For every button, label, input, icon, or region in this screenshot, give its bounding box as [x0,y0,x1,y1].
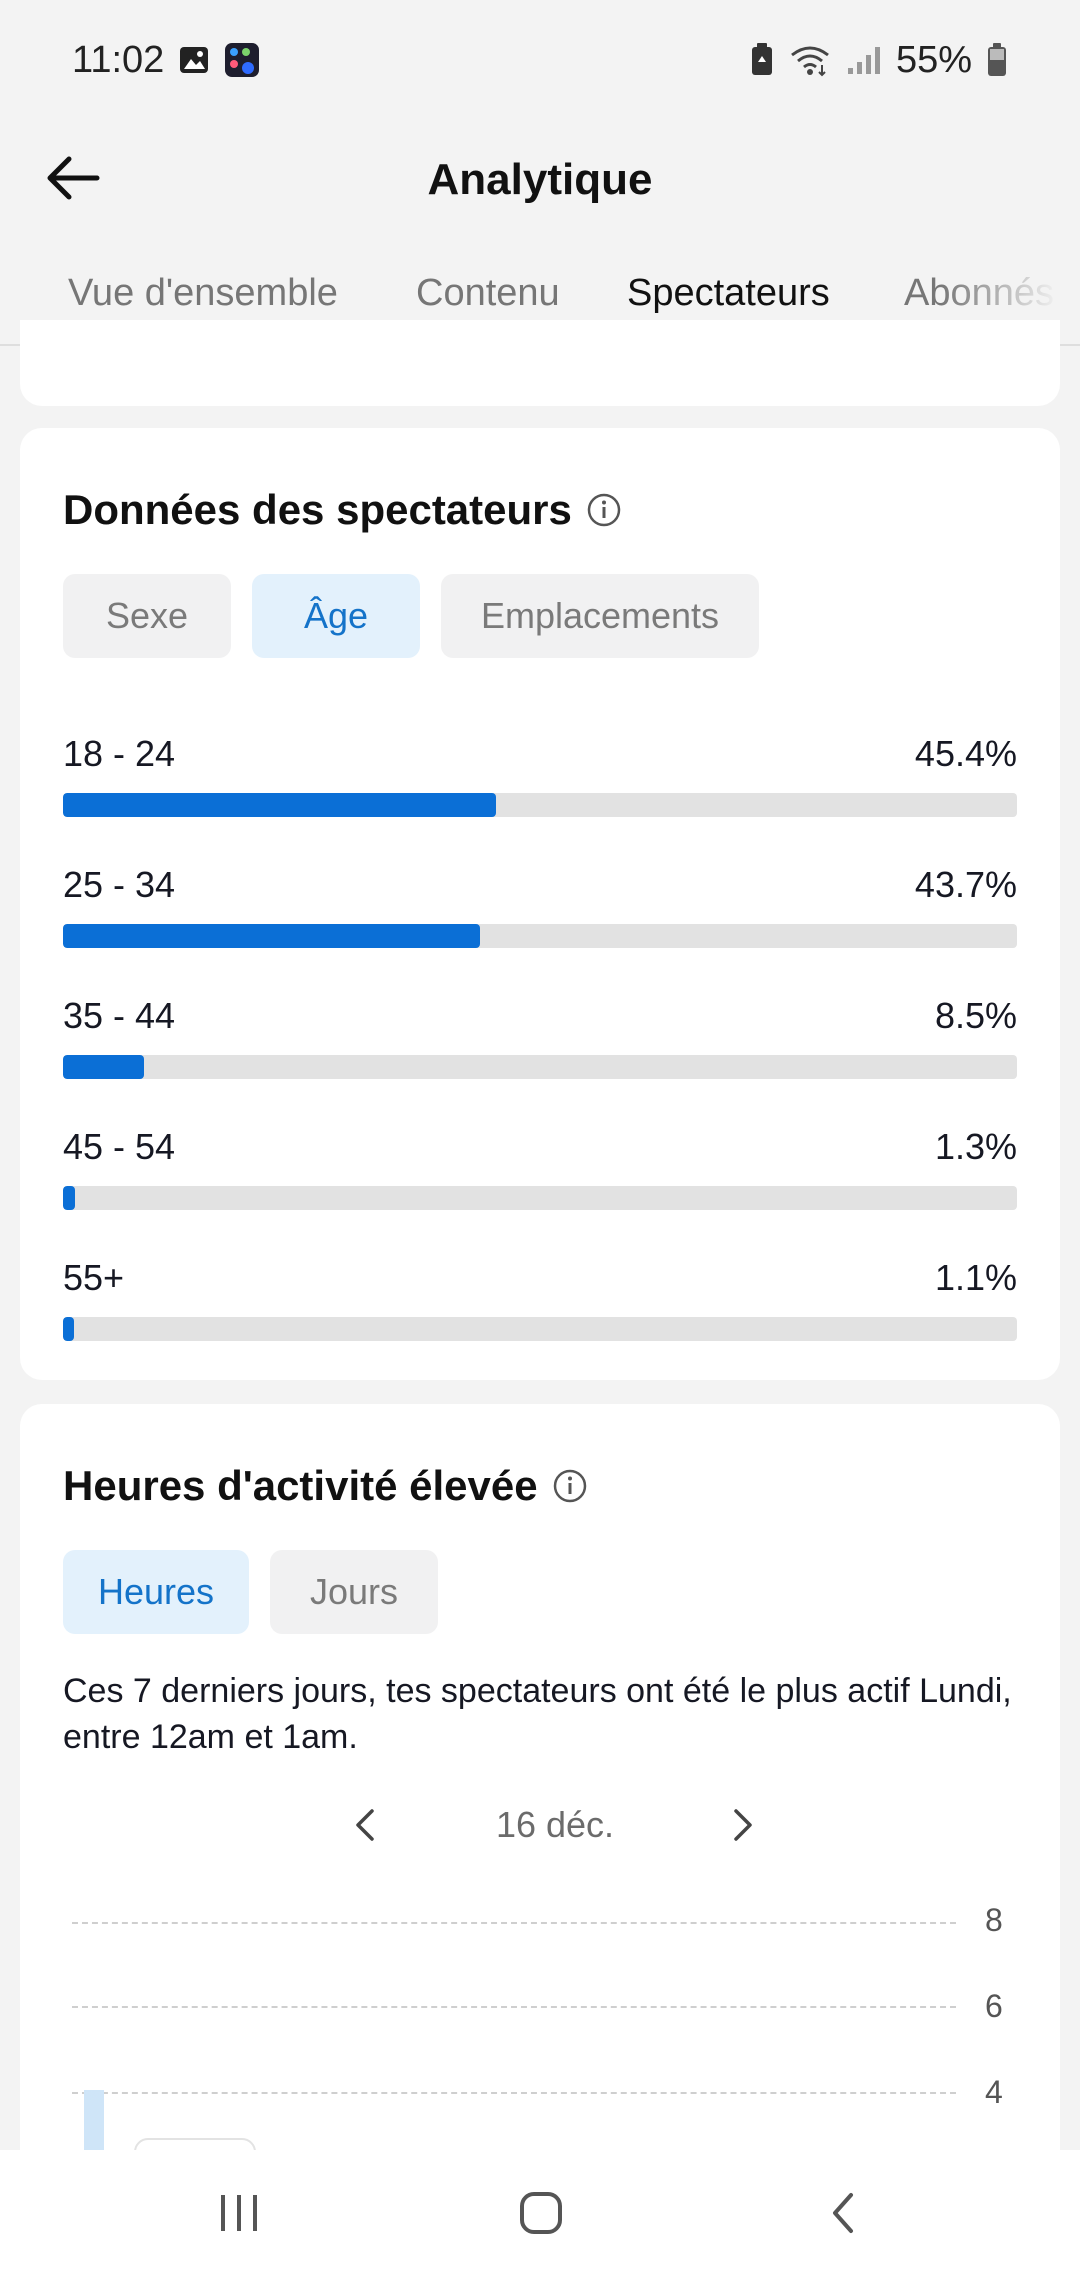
back-button[interactable] [38,150,108,210]
age-label: 35 - 44 [63,995,176,1036]
app-folder-icon [224,42,260,78]
status-time: 11:02 [72,38,165,81]
age-row-35-44: 35 - 44 8.5% [63,995,1017,1085]
age-bar-fill [63,1055,145,1079]
previous-card [20,320,1060,406]
chart-gridline [72,2092,956,2094]
age-bar-track [63,793,1017,817]
age-bar-track [63,1186,1017,1210]
activity-description: Ces 7 derniers jours, tes spectateurs on… [63,1672,1012,1756]
age-bar-fill [63,793,497,817]
age-percent: 45.4% [914,733,1017,774]
previous-date-button[interactable] [340,1802,390,1852]
age-label: 55+ [63,1257,125,1298]
signal-icon [846,44,882,76]
age-bar-fill [63,1317,74,1341]
back-icon [827,2191,859,2240]
chart-y-tick: 8 [985,1902,1003,1938]
age-bar-track [63,924,1017,948]
home-button[interactable] [496,2180,586,2250]
chart-gridline [72,1922,956,1924]
gallery-icon [178,44,210,76]
peak-activity-title-row: Heures d'activité élevée [63,1462,588,1510]
filter-age[interactable]: Âge [252,574,420,658]
status-bar: 11:02 55% [0,0,1080,120]
chevron-left-icon [352,1807,378,1848]
home-icon [517,2189,565,2242]
age-bar-track [63,1317,1017,1341]
age-label: 18 - 24 [63,733,176,774]
filter-gender[interactable]: Sexe [63,574,231,658]
chart-gridline [72,2006,956,2008]
age-label: 45 - 54 [63,1126,176,1167]
info-icon[interactable] [586,492,622,528]
system-nav-bar [0,2150,1080,2280]
age-row-25-34: 25 - 34 43.7% [63,864,1017,954]
chevron-right-icon [730,1807,756,1848]
recent-apps-button[interactable] [194,2180,284,2250]
tab-content[interactable]: Contenu [416,272,560,314]
age-row-45-54: 45 - 54 1.3% [63,1126,1017,1216]
age-percent: 43.7% [914,864,1017,905]
viewer-data-title: Données des spectateurs [63,486,572,533]
filter-days[interactable]: Jours [270,1550,438,1634]
age-percent: 8.5% [934,995,1017,1036]
recent-apps-icon [217,2193,261,2238]
tab-overview[interactable]: Vue d'ensemble [68,272,338,314]
viewer-data-card: Données des spectateurs Sexe Âge Emplace… [20,428,1060,1380]
system-back-button[interactable] [798,2180,888,2250]
next-date-button[interactable] [718,1802,768,1852]
age-bar-fill [63,924,480,948]
info-icon[interactable] [552,1468,588,1504]
status-right: 55% [750,39,1008,82]
battery-saver-icon [750,42,774,78]
filter-hours[interactable]: Heures [63,1550,249,1634]
battery-percent: 55% [895,38,972,81]
age-percent: 1.1% [934,1257,1017,1298]
arrow-left-icon [43,153,103,208]
age-bar-fill [63,1186,76,1210]
peak-activity-title: Heures d'activité élevée [63,1462,538,1509]
date-label: 16 déc. [495,1804,615,1845]
filter-locations[interactable]: Emplacements [441,574,759,658]
age-percent: 1.3% [934,1126,1017,1167]
app-bar: Analytique [0,120,1080,240]
date-navigator: 16 déc. [20,1792,1060,1862]
chart-y-tick: 6 [985,1988,1003,2024]
page-title: Analytique [427,155,653,204]
viewer-data-title-row: Données des spectateurs [63,486,622,534]
wifi-icon [788,43,832,77]
tab-viewers[interactable]: Spectateurs [627,272,830,314]
chart-y-tick: 4 [985,2074,1003,2110]
age-bar-track [63,1055,1017,1079]
age-row-55-plus: 55+ 1.1% [63,1257,1017,1347]
status-left: 11:02 [72,39,260,82]
age-row-18-24: 18 - 24 45.4% [63,733,1017,823]
peak-activity-card: Heures d'activité élevée Heures Jours Ce… [20,1404,1060,2280]
age-label: 25 - 34 [63,864,176,905]
battery-icon [986,42,1008,78]
